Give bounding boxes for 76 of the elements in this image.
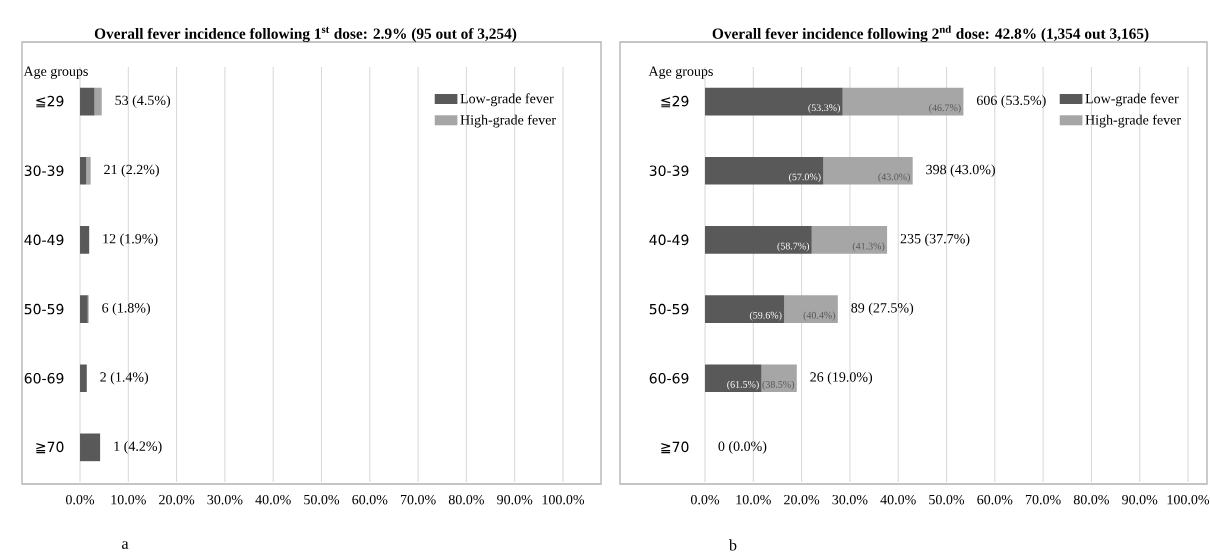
- x-tick-label: 90.0%: [497, 494, 533, 505]
- y-tick-label: 40-49: [649, 234, 689, 246]
- chart-title: Overall fever incidence following 2$^{nd}$ dose: 42.8% (1,354 out 3,165): [712, 25, 1149, 43]
- x-tick-label: 20.0%: [159, 494, 195, 505]
- total-label: 21 (2.2%): [104, 164, 159, 178]
- x-tick-label: 70.0%: [400, 494, 436, 505]
- total-label: 606 (53.5%): [976, 95, 1046, 108]
- total-label: 0 (0.0%): [718, 441, 767, 454]
- bar: [842, 87, 964, 116]
- legend-label: High-grade fever: [1085, 114, 1181, 128]
- x-tick-label: 0.0%: [65, 494, 95, 505]
- annotation: (40.4%): [803, 311, 836, 321]
- y-tick-label: ≧70: [36, 441, 64, 454]
- annotation: (41.3%): [852, 242, 885, 252]
- text: a: [122, 541, 129, 549]
- x-tick-label: 20.0%: [784, 494, 820, 505]
- total-label: 235 (37.7%): [900, 233, 970, 247]
- total-label: 12 (1.9%): [103, 233, 158, 247]
- total-label: 26 (19.0%): [810, 371, 873, 385]
- bar: [705, 156, 824, 185]
- y-tick-label: 60-69: [24, 372, 64, 384]
- annotation: (61.5%): [727, 380, 759, 390]
- x-tick-label: 90.0%: [1122, 494, 1158, 505]
- annotation: (43.0%): [878, 173, 910, 183]
- annotation: (59.6%): [749, 311, 782, 321]
- x-tick-label: 0.0%: [690, 494, 720, 505]
- total-label: 53 (4.5%): [115, 95, 171, 108]
- annotation: (57.0%): [789, 173, 821, 183]
- bar: [705, 226, 812, 254]
- bar: [705, 87, 843, 116]
- y-tick-label: 50-59: [24, 303, 64, 315]
- y-tick-label: ≦29: [661, 95, 689, 108]
- x-tick-label: 100.0%: [1167, 494, 1210, 505]
- x-tick-label: 100.0%: [542, 494, 585, 505]
- y-axis-title: Age groups: [23, 66, 88, 79]
- legend-label: Low-grade fever: [460, 93, 554, 107]
- x-tick-label: 30.0%: [207, 494, 243, 505]
- total-label: 398 (43.0%): [926, 164, 995, 178]
- y-tick-label: 30-39: [649, 165, 689, 177]
- y-tick-label: ≦29: [36, 95, 64, 108]
- x-tick-label: 50.0%: [304, 494, 340, 505]
- annotation: (46.7%): [929, 104, 961, 114]
- legend-label: Low-grade fever: [1085, 93, 1179, 107]
- text: b: [729, 539, 737, 551]
- bar: [784, 295, 838, 323]
- total-label: 6 (1.8%): [102, 302, 150, 316]
- total-label: 89 (27.5%): [851, 302, 914, 316]
- x-tick-label: 10.0%: [736, 494, 771, 505]
- bar: [811, 226, 888, 254]
- x-tick-label: 30.0%: [832, 494, 868, 505]
- y-tick-label: 50-59: [649, 303, 689, 315]
- y-axis-title: Age groups: [648, 66, 713, 79]
- x-tick-label: 80.0%: [448, 494, 484, 505]
- annotation: (53.3%): [808, 104, 840, 114]
- bar: [705, 364, 762, 393]
- y-tick-label: 60-69: [649, 372, 689, 384]
- x-tick-label: 80.0%: [1073, 494, 1109, 505]
- total-label: 1 (4.2%): [114, 441, 162, 454]
- x-tick-label: 70.0%: [1025, 494, 1061, 505]
- total-label: 2 (1.4%): [100, 371, 149, 385]
- x-tick-label: 60.0%: [352, 494, 388, 505]
- y-tick-label: 40-49: [24, 234, 64, 246]
- annotation: (38.5%): [762, 380, 795, 390]
- legend-label: High-grade fever: [460, 114, 556, 128]
- x-tick-label: 60.0%: [977, 494, 1013, 505]
- x-tick-label: 10.0%: [111, 494, 146, 505]
- y-tick-label: 30-39: [24, 165, 64, 177]
- x-tick-label: 40.0%: [255, 494, 291, 505]
- bar: [705, 295, 785, 323]
- annotation: (58.7%): [777, 242, 810, 252]
- bar: [823, 156, 913, 185]
- chart-title: Overall fever incidence following 1$^{st}$ dose: 2.9% (95 out of 3,254): [94, 26, 517, 43]
- bar: [761, 364, 797, 393]
- x-tick-label: 40.0%: [880, 494, 916, 505]
- y-tick-label: ≧70: [661, 441, 689, 454]
- x-tick-label: 50.0%: [929, 494, 965, 505]
